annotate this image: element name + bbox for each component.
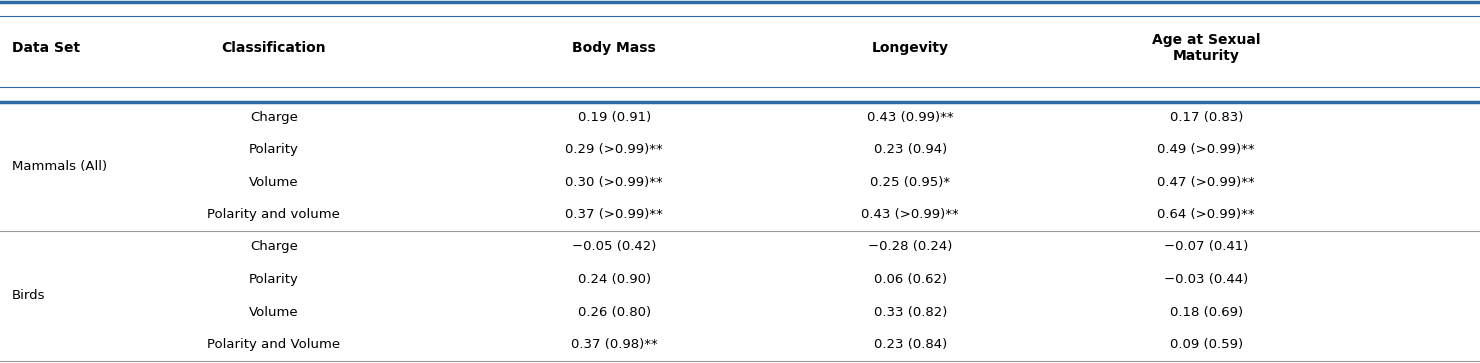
- Text: Polarity: Polarity: [249, 143, 299, 156]
- Text: Volume: Volume: [249, 306, 299, 319]
- Text: 0.17 (0.83): 0.17 (0.83): [1169, 111, 1243, 124]
- Text: 0.33 (0.82): 0.33 (0.82): [873, 306, 947, 319]
- Text: Polarity: Polarity: [249, 273, 299, 286]
- Text: Classification: Classification: [222, 41, 326, 55]
- Text: 0.23 (0.94): 0.23 (0.94): [873, 143, 947, 156]
- Text: −0.05 (0.42): −0.05 (0.42): [571, 240, 657, 253]
- Text: Charge: Charge: [250, 111, 297, 124]
- Text: Volume: Volume: [249, 176, 299, 189]
- Text: Age at Sexual
Maturity: Age at Sexual Maturity: [1151, 33, 1261, 63]
- Text: Polarity and volume: Polarity and volume: [207, 208, 340, 221]
- Text: Birds: Birds: [12, 289, 46, 302]
- Text: 0.19 (0.91): 0.19 (0.91): [577, 111, 651, 124]
- Text: 0.24 (0.90): 0.24 (0.90): [577, 273, 651, 286]
- Text: 0.64 (>0.99)**: 0.64 (>0.99)**: [1157, 208, 1255, 221]
- Text: Longevity: Longevity: [872, 41, 949, 55]
- Text: Data Set: Data Set: [12, 41, 80, 55]
- Text: 0.06 (0.62): 0.06 (0.62): [873, 273, 947, 286]
- Text: Body Mass: Body Mass: [573, 41, 656, 55]
- Text: Mammals (All): Mammals (All): [12, 160, 107, 172]
- Text: 0.18 (0.69): 0.18 (0.69): [1169, 306, 1243, 319]
- Text: 0.43 (0.99)**: 0.43 (0.99)**: [867, 111, 953, 124]
- Text: 0.26 (0.80): 0.26 (0.80): [577, 306, 651, 319]
- Text: 0.23 (0.84): 0.23 (0.84): [873, 338, 947, 351]
- Text: 0.25 (0.95)*: 0.25 (0.95)*: [870, 176, 950, 189]
- Text: Polarity and Volume: Polarity and Volume: [207, 338, 340, 351]
- Text: 0.43 (>0.99)**: 0.43 (>0.99)**: [861, 208, 959, 221]
- Text: 0.37 (>0.99)**: 0.37 (>0.99)**: [565, 208, 663, 221]
- Text: −0.03 (0.44): −0.03 (0.44): [1165, 273, 1248, 286]
- Text: 0.30 (>0.99)**: 0.30 (>0.99)**: [565, 176, 663, 189]
- Text: 0.09 (0.59): 0.09 (0.59): [1169, 338, 1243, 351]
- Text: −0.28 (0.24): −0.28 (0.24): [867, 240, 953, 253]
- Text: 0.29 (>0.99)**: 0.29 (>0.99)**: [565, 143, 663, 156]
- Text: 0.37 (0.98)**: 0.37 (0.98)**: [571, 338, 657, 351]
- Text: 0.49 (>0.99)**: 0.49 (>0.99)**: [1157, 143, 1255, 156]
- Text: −0.07 (0.41): −0.07 (0.41): [1163, 240, 1249, 253]
- Text: Charge: Charge: [250, 240, 297, 253]
- Text: 0.47 (>0.99)**: 0.47 (>0.99)**: [1157, 176, 1255, 189]
